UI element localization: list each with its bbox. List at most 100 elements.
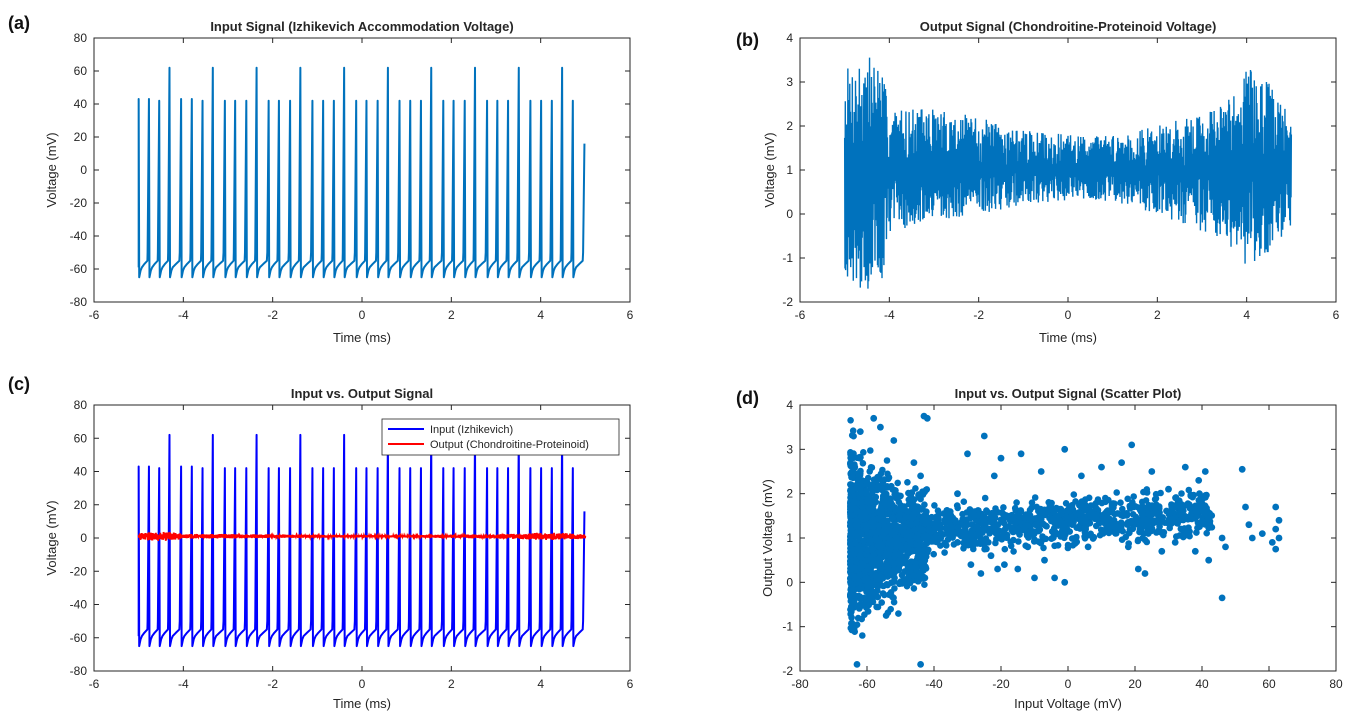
x-tick-label: 40 bbox=[1195, 677, 1209, 691]
x-tick-label: -6 bbox=[89, 308, 100, 322]
y-tick-label: 4 bbox=[786, 31, 793, 45]
scatter-point bbox=[1186, 505, 1194, 512]
scatter-point bbox=[896, 550, 904, 557]
scatter-point bbox=[849, 599, 857, 607]
x-tick-label: 6 bbox=[627, 677, 634, 691]
scatter-point bbox=[1151, 517, 1158, 525]
panel-d-frame bbox=[799, 404, 1337, 672]
scatter-point bbox=[917, 661, 924, 668]
scatter-point bbox=[907, 558, 915, 565]
scatter-point bbox=[1051, 528, 1059, 535]
scatter-point bbox=[878, 599, 885, 606]
scatter-point bbox=[1168, 520, 1175, 527]
scatter-point bbox=[902, 513, 910, 521]
scatter-point bbox=[1118, 459, 1125, 466]
scatter-point bbox=[895, 559, 902, 567]
scatter-point bbox=[865, 601, 872, 609]
scatter-point bbox=[1031, 515, 1039, 522]
scatter-point bbox=[864, 608, 872, 615]
scatter-point bbox=[960, 498, 968, 506]
x-tick-label: -2 bbox=[973, 308, 984, 322]
scatter-point bbox=[880, 530, 887, 538]
scatter-point bbox=[1168, 503, 1175, 511]
panel-c-legend: Input (Izhikevich) Output (Chondroitine-… bbox=[381, 418, 620, 456]
panel-a: (a) Input Signal (Izhikevich Accommodati… bbox=[8, 13, 634, 345]
x-tick-label: 0 bbox=[359, 677, 366, 691]
scatter-point bbox=[1128, 441, 1136, 449]
scatter-point bbox=[910, 585, 918, 592]
scatter-point bbox=[915, 572, 923, 580]
panel-c-frame bbox=[93, 404, 631, 672]
scatter-point bbox=[921, 564, 928, 571]
scatter-point bbox=[887, 568, 894, 575]
scatter-point bbox=[895, 498, 903, 506]
x-tick-label: -60 bbox=[858, 677, 876, 691]
scatter-point bbox=[851, 575, 859, 582]
scatter-point bbox=[873, 486, 881, 494]
scatter-point bbox=[1039, 533, 1046, 540]
scatter-point bbox=[1102, 498, 1109, 506]
scatter-point bbox=[910, 459, 918, 466]
scatter-point bbox=[1200, 509, 1208, 517]
panel-b-title: Output Signal (Chondroitine-Proteinoid V… bbox=[920, 19, 1217, 34]
scatter-point bbox=[987, 518, 995, 526]
x-tick-label: -4 bbox=[884, 308, 895, 322]
scatter-point bbox=[1087, 502, 1095, 509]
panel-d-label: (d) bbox=[736, 388, 759, 408]
scatter-point bbox=[1201, 494, 1208, 501]
scatter-point bbox=[882, 552, 889, 559]
scatter-point bbox=[1148, 525, 1156, 533]
scatter-point bbox=[847, 541, 854, 548]
scatter-point bbox=[914, 535, 922, 543]
scatter-point bbox=[1051, 574, 1058, 582]
scatter-point bbox=[917, 541, 924, 548]
scatter-point bbox=[874, 556, 881, 563]
scatter-point bbox=[1272, 503, 1280, 511]
panel-c-ylabel: Voltage (mV) bbox=[44, 500, 59, 575]
scatter-point bbox=[925, 546, 932, 554]
scatter-point bbox=[1060, 523, 1068, 530]
legend-input-label: Input (Izhikevich) bbox=[430, 424, 513, 436]
scatter-point bbox=[860, 537, 868, 545]
scatter-point bbox=[859, 632, 866, 639]
panel-b-x-ticks: -6 -4 -2 0 2 4 6 bbox=[795, 38, 1340, 322]
x-tick-label: 60 bbox=[1262, 677, 1276, 691]
scatter-point bbox=[884, 581, 891, 589]
scatter-point bbox=[857, 478, 864, 486]
scatter-point bbox=[867, 447, 874, 454]
scatter-point bbox=[912, 485, 919, 492]
scatter-point bbox=[1171, 539, 1179, 546]
scatter-point bbox=[978, 513, 986, 520]
scatter-point bbox=[1084, 543, 1092, 551]
y-tick-label: 1 bbox=[786, 531, 793, 545]
scatter-point bbox=[851, 463, 859, 471]
y-tick-label: 80 bbox=[74, 31, 88, 45]
scatter-point bbox=[1132, 521, 1140, 528]
scatter-point bbox=[923, 508, 930, 515]
scatter-point bbox=[847, 536, 854, 543]
scatter-point bbox=[914, 553, 921, 561]
panel-a-series bbox=[137, 66, 586, 279]
scatter-point bbox=[888, 531, 896, 538]
scatter-point bbox=[922, 486, 930, 494]
y-tick-label: 2 bbox=[786, 119, 793, 133]
scatter-point bbox=[1013, 499, 1020, 506]
scatter-point bbox=[1001, 561, 1008, 568]
scatter-point bbox=[1052, 518, 1059, 525]
scatter-point bbox=[867, 464, 875, 471]
scatter-point bbox=[1015, 527, 1023, 535]
scatter-point bbox=[876, 548, 884, 556]
scatter-point bbox=[960, 539, 967, 547]
scatter-point bbox=[853, 545, 861, 553]
scatter-point bbox=[921, 581, 928, 588]
scatter-point bbox=[980, 432, 988, 440]
scatter-point bbox=[969, 542, 976, 550]
panel-b: (b) Output Signal (Chondroitine-Proteino… bbox=[736, 19, 1340, 345]
scatter-point bbox=[1118, 519, 1125, 527]
scatter-point bbox=[924, 517, 932, 525]
scatter-point bbox=[913, 564, 920, 572]
scatter-point bbox=[1073, 533, 1080, 541]
scatter-point bbox=[906, 578, 914, 585]
scatter-point bbox=[873, 576, 881, 583]
